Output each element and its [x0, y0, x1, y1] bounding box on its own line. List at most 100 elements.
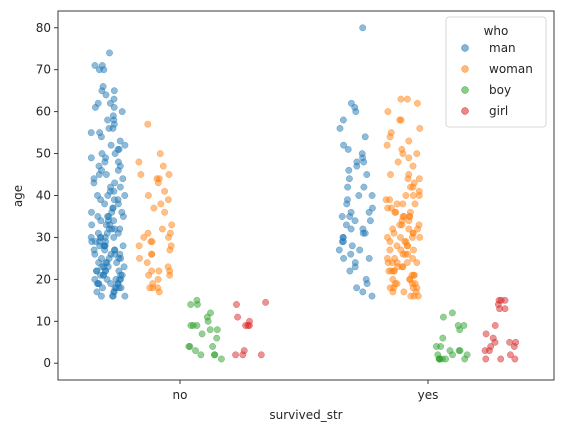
point-boy-yes [461, 322, 467, 328]
point-man-yes [369, 293, 375, 299]
point-boy-no [198, 352, 204, 358]
point-boy-no [214, 327, 220, 333]
point-man-no [111, 180, 117, 186]
point-woman-no [168, 243, 174, 249]
point-woman-yes [410, 247, 416, 253]
point-man-no [117, 138, 123, 144]
point-woman-no [156, 268, 162, 274]
point-woman-no [165, 197, 171, 203]
point-woman-yes [400, 201, 406, 207]
point-woman-yes [399, 146, 405, 152]
point-boy-no [214, 335, 220, 341]
point-woman-no [161, 209, 167, 215]
point-man-no [94, 192, 100, 198]
point-woman-no [149, 268, 155, 274]
point-girl-yes [482, 347, 488, 353]
point-woman-no [160, 163, 166, 169]
point-man-no [96, 129, 102, 135]
y-tick-label: 10 [36, 314, 51, 328]
point-woman-yes [384, 142, 390, 148]
point-boy-no [192, 347, 198, 353]
point-man-no [93, 268, 99, 274]
point-woman-yes [404, 96, 410, 102]
point-man-yes [366, 255, 372, 261]
point-man-yes [344, 197, 350, 203]
point-woman-yes [416, 188, 422, 194]
point-girl-yes [498, 297, 504, 303]
point-woman-yes [403, 192, 409, 198]
point-woman-no [159, 226, 165, 232]
point-woman-yes [410, 163, 416, 169]
point-woman-no [136, 255, 142, 261]
point-woman-yes [390, 226, 396, 232]
point-girl-yes [483, 356, 489, 362]
point-man-no [89, 222, 95, 228]
point-man-no [94, 289, 100, 295]
point-woman-yes [398, 96, 404, 102]
point-woman-no [167, 230, 173, 236]
point-woman-yes [414, 150, 420, 156]
point-man-yes [346, 176, 352, 182]
point-girl-no [234, 314, 240, 320]
point-woman-yes [406, 226, 412, 232]
point-man-no [91, 176, 97, 182]
point-boy-yes [435, 352, 441, 358]
point-man-no [88, 129, 94, 135]
point-man-no [92, 276, 98, 282]
point-girl-yes [492, 322, 498, 328]
point-man-yes [359, 150, 365, 156]
point-man-no [88, 209, 94, 215]
point-boy-yes [449, 310, 455, 316]
point-woman-no [136, 243, 142, 249]
point-woman-yes [401, 289, 407, 295]
point-boy-yes [455, 322, 461, 328]
point-boy-yes [447, 347, 453, 353]
point-woman-yes [412, 201, 418, 207]
point-man-yes [369, 192, 375, 198]
point-woman-no [161, 188, 167, 194]
point-man-yes [339, 213, 345, 219]
x-axis: no yes [173, 380, 439, 402]
point-man-no [117, 184, 123, 190]
point-woman-no [155, 276, 161, 282]
point-man-yes [364, 171, 370, 177]
point-girl-yes [507, 352, 513, 358]
point-girl-no [258, 352, 264, 358]
point-woman-yes [404, 259, 410, 265]
point-boy-yes [440, 314, 446, 320]
point-woman-no [151, 205, 157, 211]
point-boy-no [186, 343, 192, 349]
point-man-yes [340, 142, 346, 148]
point-man-no [121, 264, 127, 270]
point-woman-no [150, 280, 156, 286]
point-boy-yes [437, 343, 443, 349]
point-woman-yes [391, 255, 397, 261]
point-woman-no [144, 259, 150, 265]
point-man-no [119, 209, 125, 215]
point-woman-yes [406, 138, 412, 144]
point-girl-yes [490, 335, 496, 341]
point-woman-yes [417, 125, 423, 131]
point-man-yes [360, 289, 366, 295]
point-woman-no [158, 201, 164, 207]
point-woman-no [136, 159, 142, 165]
point-girl-no [233, 301, 239, 307]
point-man-no [95, 230, 101, 236]
point-girl-no [241, 347, 247, 353]
legend-label-man: man [489, 41, 516, 55]
point-woman-no [145, 230, 151, 236]
point-woman-yes [407, 209, 413, 215]
point-man-yes [347, 268, 353, 274]
x-tick-label-yes: yes [418, 388, 439, 402]
y-axis: 0 10 20 30 40 50 60 70 80 [36, 21, 58, 370]
point-woman-yes [385, 108, 391, 114]
point-woman-yes [384, 234, 390, 240]
point-woman-yes [406, 155, 412, 161]
point-man-no [88, 155, 94, 161]
point-woman-yes [388, 129, 394, 135]
point-boy-no [211, 352, 217, 358]
y-tick-label: 60 [36, 105, 51, 119]
point-man-no [108, 142, 114, 148]
point-man-no [111, 88, 117, 94]
